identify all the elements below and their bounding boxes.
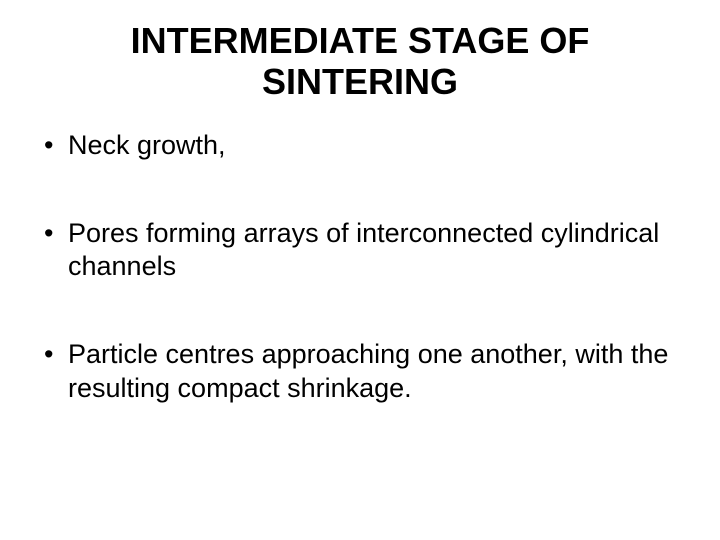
bullet-list: Neck growth, Pores forming arrays of int…	[38, 129, 682, 406]
list-item: Neck growth,	[38, 129, 682, 163]
list-item: Particle centres approaching one another…	[38, 338, 682, 406]
list-item: Pores forming arrays of interconnected c…	[38, 217, 682, 285]
slide-title: INTERMEDIATE STAGE OF SINTERING	[38, 20, 682, 103]
